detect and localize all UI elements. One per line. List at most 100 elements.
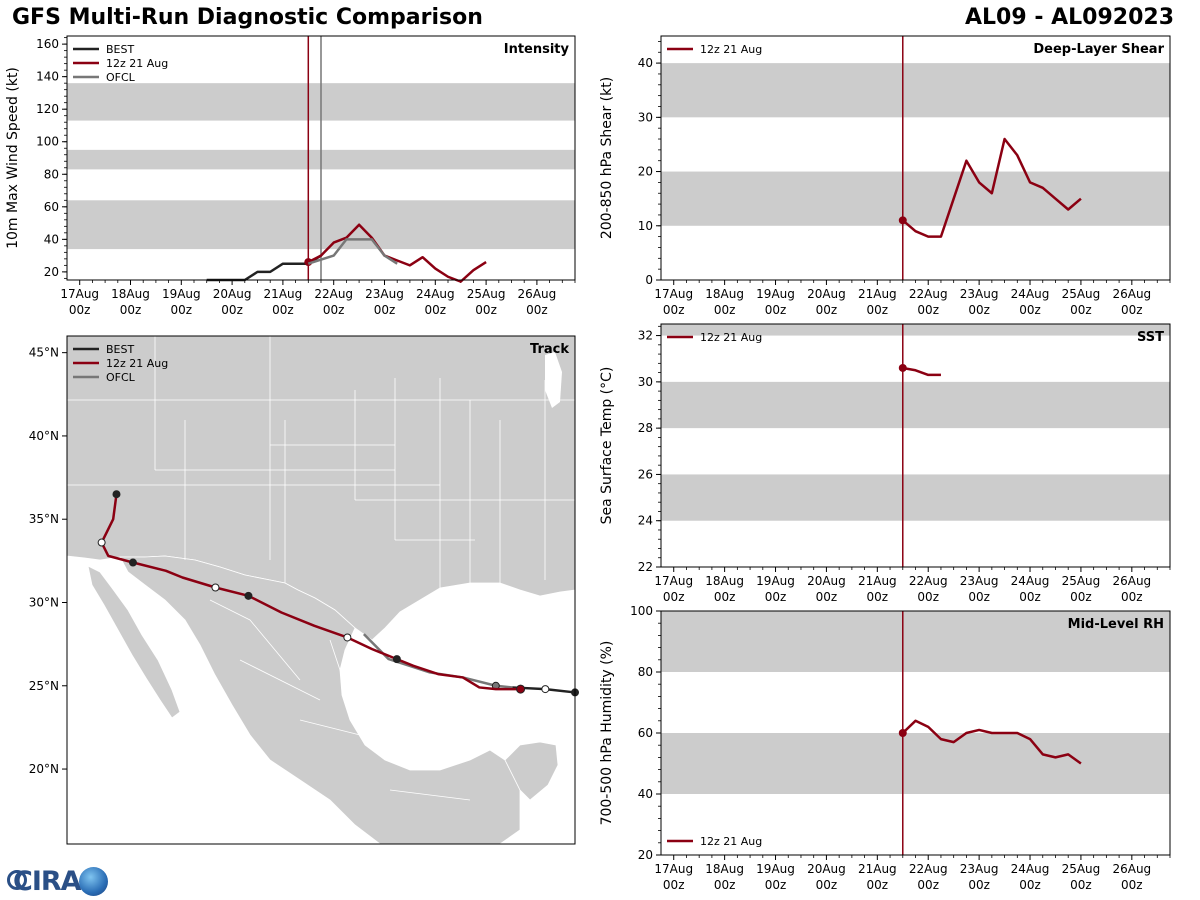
x-tick-label-hour: 00z [663,590,685,604]
x-tick-label-date: 19Aug [162,287,201,301]
storm-id: AL09 - AL092023 [965,5,1174,30]
series-line-run [901,137,1082,238]
rh-ylabel: 700-500 hPa Humidity (%) [599,641,615,826]
track-marker [128,558,137,567]
lat-tick-label: 25°N [29,679,59,693]
x-tick-label-hour: 00z [1019,590,1041,604]
y-tick-label: 26 [638,467,653,481]
sst-frame [660,323,1171,568]
x-tick-label-hour: 00z [663,303,685,317]
y-tick-label: 30 [638,110,653,124]
rh-frame [660,610,1171,856]
x-tick-label-hour: 00z [1019,878,1041,892]
x-tick-label-date: 25Aug [1062,287,1101,301]
x-tick-label-hour: 00z [714,303,736,317]
x-tick-label-hour: 00z [968,303,990,317]
series-start-marker [898,216,907,225]
lat-tick-label: 20°N [29,762,59,776]
lat-tick-label: 40°N [29,429,59,443]
x-tick-label-hour: 00z [323,303,345,317]
x-tick-label-date: 23Aug [960,287,999,301]
x-tick-label-date: 23Aug [960,862,999,876]
x-tick-label-hour: 00z [1070,303,1092,317]
sst-title: SST [1137,330,1164,345]
x-tick-label-hour: 00z [917,878,939,892]
x-tick-label-date: 25Aug [1062,574,1101,588]
x-tick-label-date: 19Aug [756,287,795,301]
x-tick-label-date: 26Aug [1112,574,1151,588]
track-title: Track [530,342,569,357]
x-tick-label-hour: 00z [1121,590,1143,604]
rh-title: Mid-Level RH [1068,617,1164,632]
x-tick-label-date: 20Aug [807,287,846,301]
lat-tick-label: 45°N [29,346,59,360]
y-tick-label: 80 [44,167,59,181]
x-tick-label-date: 22Aug [909,862,948,876]
x-tick-label-date: 18Aug [111,287,150,301]
x-tick-label-date: 23Aug [365,287,404,301]
x-tick-label-date: 22Aug [314,287,353,301]
legend-label: 12z 21 Aug [106,57,168,70]
x-tick-label-hour: 00z [917,590,939,604]
y-tick-label: 100 [630,604,653,618]
x-tick-label-hour: 00z [69,303,91,317]
x-tick-label-date: 17Aug [60,287,99,301]
track-marker [392,655,401,664]
x-tick-label-date: 17Aug [654,287,693,301]
x-tick-label-date: 24Aug [1011,574,1050,588]
y-tick-label: 20 [44,265,59,279]
y-tick-label: 120 [36,102,59,116]
cira-logo: CIRA [5,866,108,898]
series-start-marker [898,729,907,737]
y-tick-label: 22 [638,560,653,574]
x-tick-label-date: 18Aug [705,287,744,301]
y-tick-label: 30 [638,375,653,389]
x-tick-label-date: 22Aug [909,574,948,588]
y-tick-label: 160 [36,37,59,51]
y-tick-label: 40 [638,56,653,70]
track-line-run [100,494,521,691]
track-marker [343,633,352,642]
y-tick-label: 20 [638,165,653,179]
legend-label: 12z 21 Aug [700,835,762,848]
x-tick-label-date: 24Aug [1011,287,1050,301]
y-tick-label: 40 [638,787,653,801]
series-line-run [901,719,1082,765]
series-line-run [902,366,941,377]
track-marker [97,538,106,547]
series-line-best [206,254,322,282]
x-tick-label-date: 23Aug [960,574,999,588]
track-marker [112,490,121,499]
x-tick-label-date: 18Aug [705,574,744,588]
x-tick-label-hour: 00z [1070,590,1092,604]
x-tick-label-hour: 00z [120,303,142,317]
legend-label: 12z 21 Aug [106,357,168,370]
legend-label: OFCL [106,71,136,84]
intensity-title: Intensity [504,42,570,57]
y-tick-label: 140 [36,70,59,84]
x-tick-label-hour: 00z [917,303,939,317]
y-tick-label: 60 [638,726,653,740]
legend-label: BEST [106,43,134,56]
x-tick-label-hour: 00z [714,590,736,604]
rh-band [661,611,1170,672]
x-tick-label-date: 19Aug [756,862,795,876]
y-tick-label: 80 [638,665,653,679]
logo-text: CIRA [13,866,82,897]
x-tick-label-hour: 00z [968,878,990,892]
x-tick-label-date: 25Aug [1062,862,1101,876]
x-tick-label-hour: 00z [1019,303,1041,317]
x-tick-label-date: 20Aug [807,862,846,876]
y-tick-label: 10 [638,219,653,233]
x-tick-label-date: 26Aug [1112,862,1151,876]
x-tick-label-hour: 00z [816,878,838,892]
y-tick-label: 0 [645,273,653,287]
legend-label: OFCL [106,371,136,384]
shear-band [661,63,1170,118]
shear-frame [660,35,1171,281]
track-frame [66,335,576,845]
x-tick-label-date: 21Aug [858,862,897,876]
x-tick-label-date: 21Aug [858,287,897,301]
